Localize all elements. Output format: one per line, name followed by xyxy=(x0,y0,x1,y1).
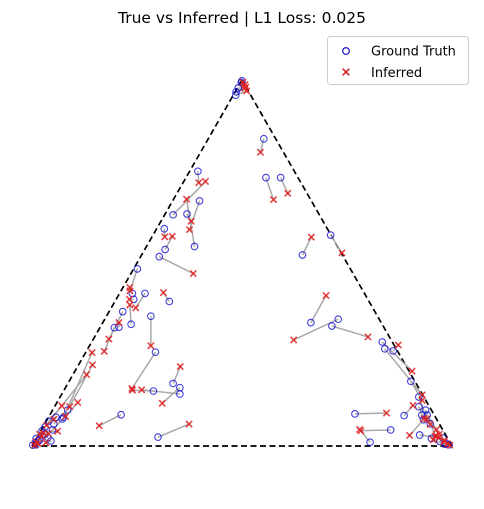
legend-inferred-label: Inferred xyxy=(371,66,422,81)
error-connector xyxy=(361,430,391,431)
legend-ground-truth-label: Ground Truth xyxy=(371,45,456,60)
legend: Ground Truth Inferred xyxy=(328,37,469,85)
error-connector xyxy=(355,413,387,414)
chart-title: True vs Inferred | L1 Loss: 0.025 xyxy=(117,9,366,27)
